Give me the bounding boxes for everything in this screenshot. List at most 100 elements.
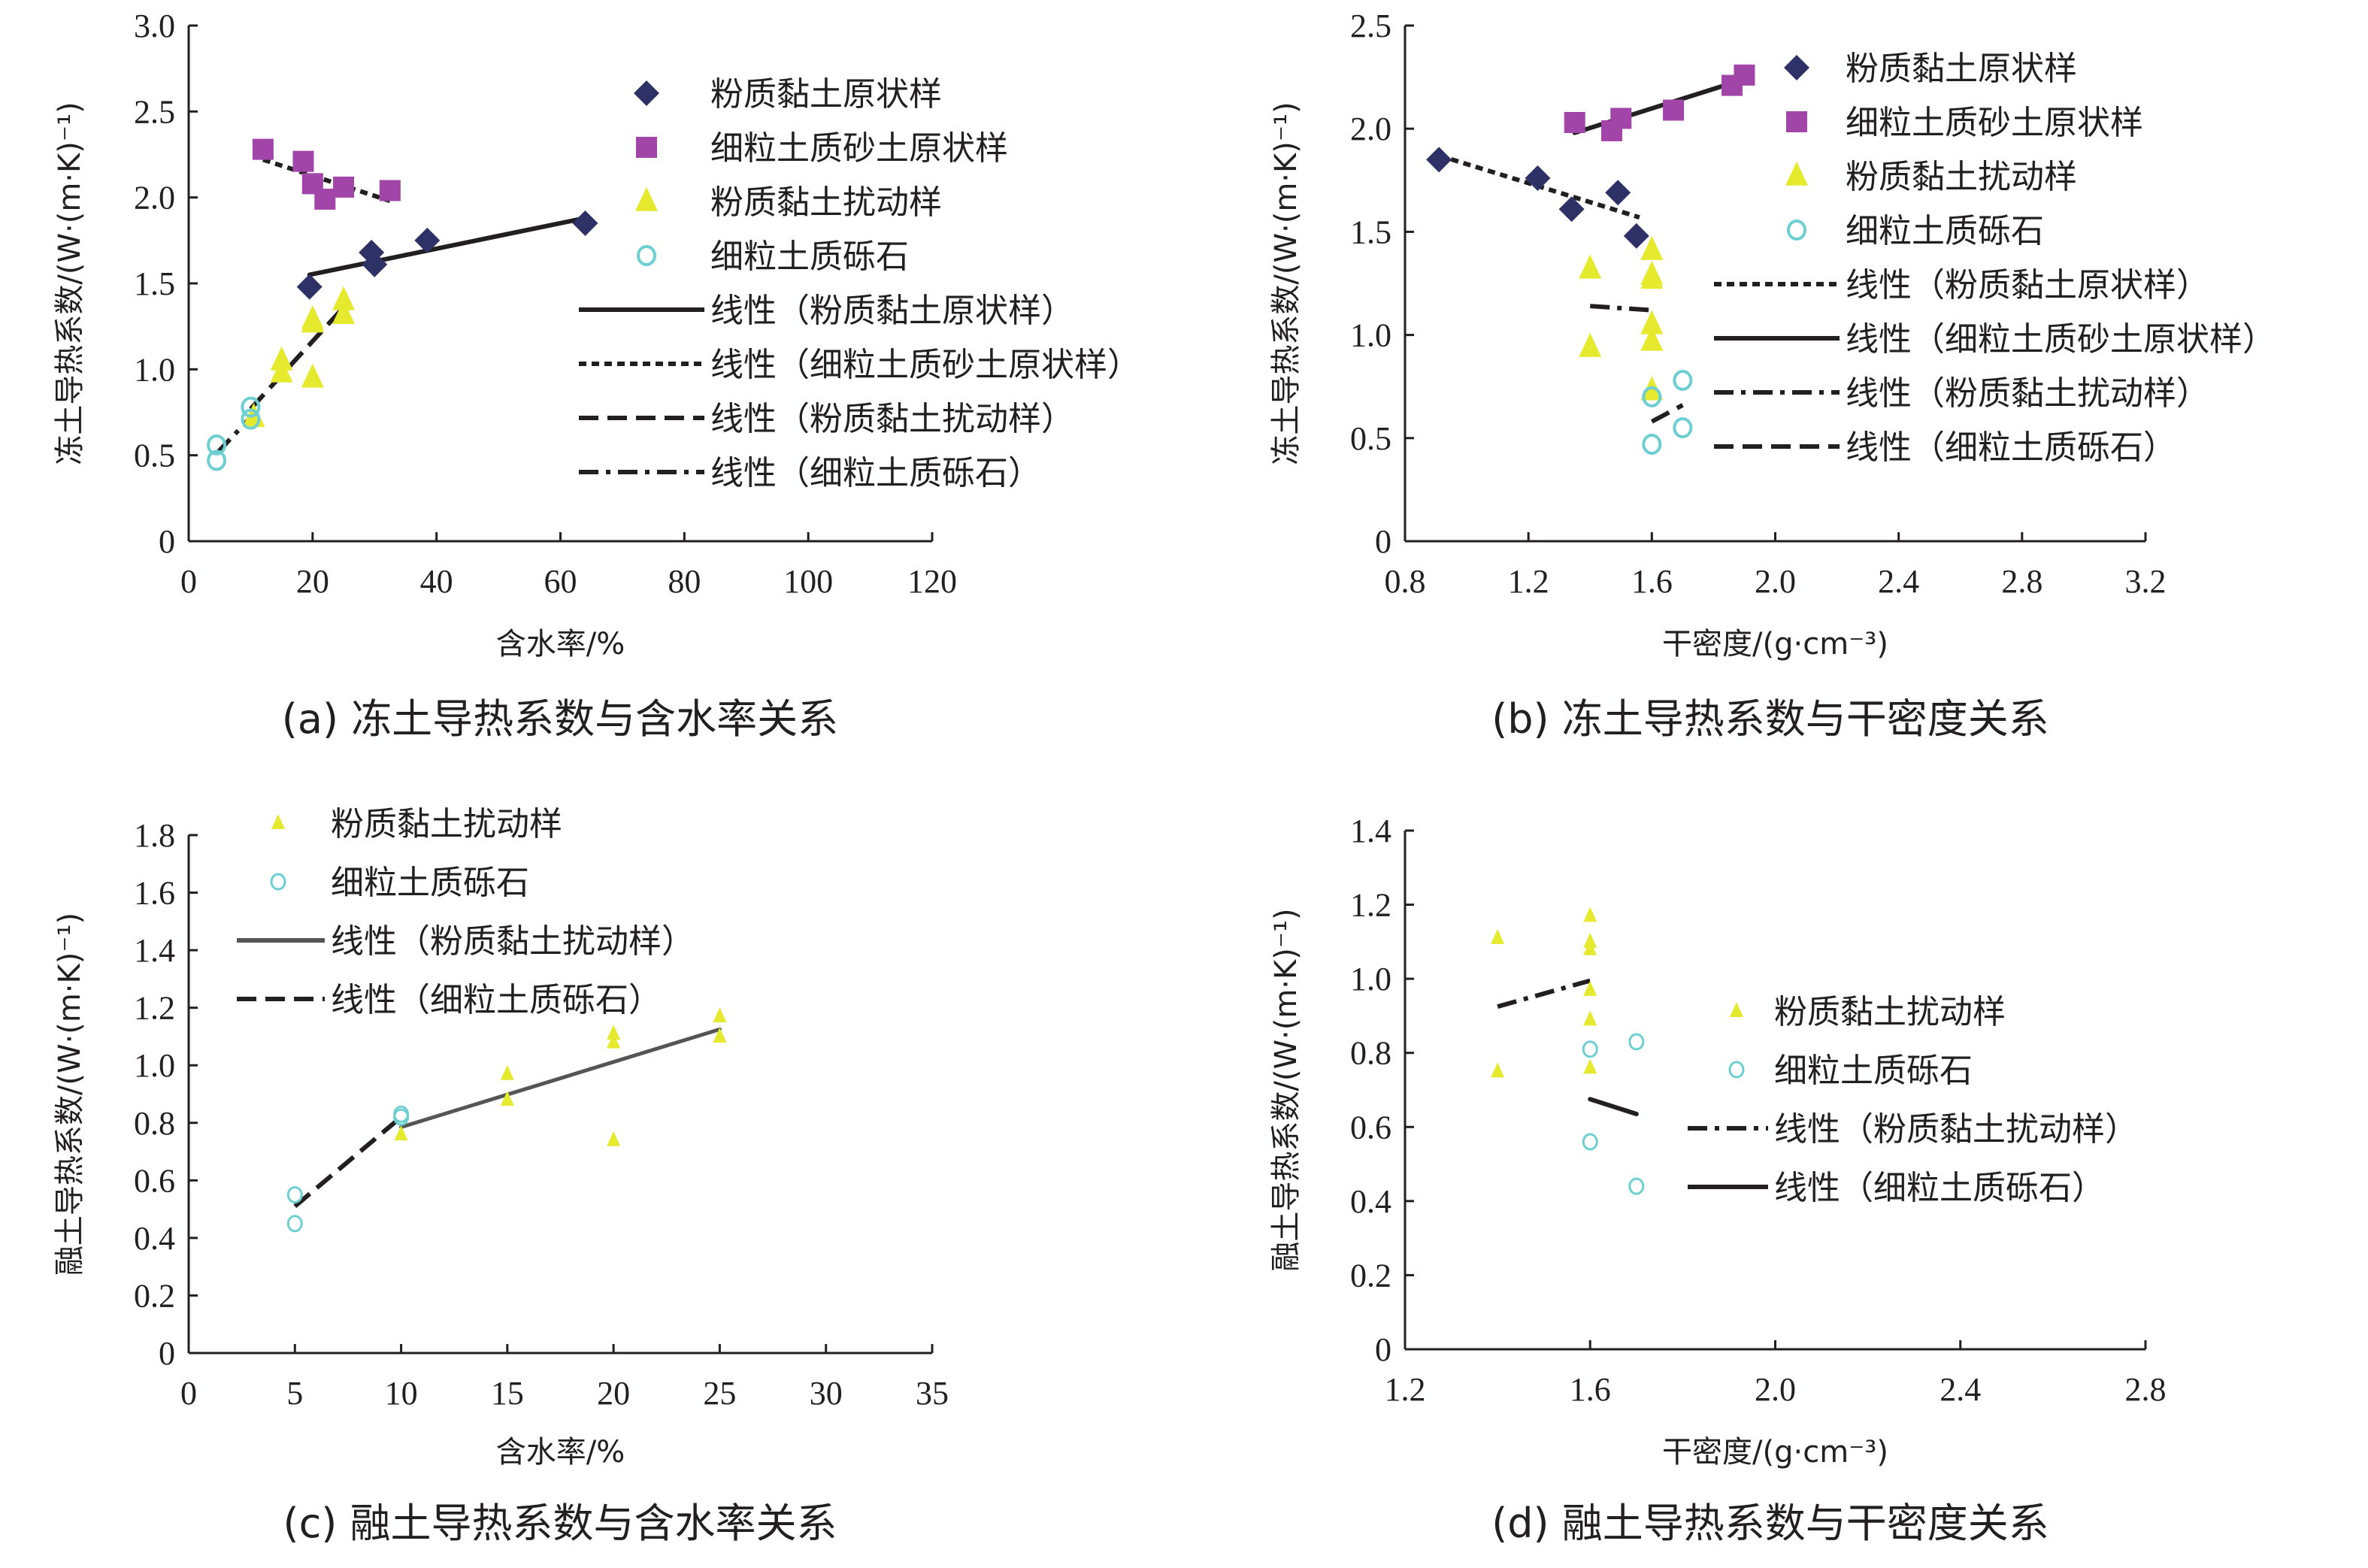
y-tick-label: 0 [1375,1331,1391,1368]
y-tick-label: 0 [159,523,175,560]
x-tick-label: 25 [703,1375,736,1412]
data-point [1583,1010,1597,1026]
series-circle [1642,369,1693,456]
y-axis-title: 冻土导热系数/(W·(m·K)⁻¹) [1269,101,1304,465]
y-tick-label: 1.8 [134,817,175,854]
series-circle [1582,1033,1645,1195]
series-circle [286,1105,410,1233]
legend-label: 细粒土质砾石 [710,238,909,276]
trendline [307,216,588,277]
legend-label: 线性（细粒土质砂土原状样） [710,346,1140,384]
data-point [1558,196,1585,222]
y-tick-label: 0.2 [134,1277,175,1314]
x-tick-label: 2.4 [1878,563,1919,600]
data-point [1640,326,1664,351]
x-tick-label: 40 [420,563,453,600]
legend-label: 线性（粉质黏土原状样） [1846,266,2209,304]
data-point [1623,222,1649,249]
data-point [1663,99,1685,121]
data-point [1491,928,1505,944]
series-triangle [242,286,356,428]
data-point [314,188,336,210]
x-tick-label: 1.6 [1570,1371,1611,1408]
x-tick-label: 1.6 [1631,563,1673,600]
legend-symbol [1786,111,1807,132]
data-point [332,299,356,324]
series-square [252,138,401,210]
x-tick-label: 0.8 [1385,563,1426,600]
y-tick-label: 0.8 [134,1105,175,1142]
data-point [241,408,261,430]
y-tick-label: 0 [1375,523,1391,560]
y-tick-label: 0 [159,1335,175,1372]
data-point [1673,417,1693,439]
legend-label: 线性（粉质黏土原状样） [710,292,1074,330]
y-axis-title: 融土导热系数/(W·(m·K)⁻¹) [1269,908,1304,1271]
data-point [1610,107,1632,129]
legend-label: 粉质黏土原状样 [710,75,942,114]
legend-label: 粉质黏土扰动样 [710,183,942,222]
legend-symbol [634,80,659,106]
y-tick-label: 1.0 [1350,317,1391,354]
x-tick-label: 2.8 [2001,563,2042,600]
y-tick-label: 1.5 [134,265,175,302]
legend-label: 细粒土质砂土原状样 [710,129,1008,168]
data-point [270,346,293,371]
data-point [1640,310,1664,334]
trendline [1650,403,1684,424]
y-tick-label: 1.0 [134,1047,175,1084]
trendline [1588,1097,1639,1117]
panel-caption: (d) 融土导热系数与干密度关系 [1491,1500,2049,1547]
trendline [262,157,391,204]
y-tick-label: 0.5 [134,437,175,474]
legend-label: 粉质黏土扰动样 [1774,993,2006,1031]
x-tick-label: 2.0 [1755,563,1796,600]
x-tick-label: 60 [544,563,577,600]
data-point [1583,940,1597,955]
x-tick-label: 35 [916,1375,949,1412]
data-point [333,176,355,198]
legend-label: 线性（粉质黏土扰动样） [710,400,1074,438]
chart-a: 0 0.5 1.0 1.5 2.0 2.5 3.0 0 20 40 60 80 100 120 含水率/% 冻… [53,8,1140,743]
chart-d: 0 0.2 0.4 0.6 0.8 1.0 1.2 1.4 1.2 1.6 2.0 2.4 2.8 干密度… [1269,813,2167,1547]
y-tick-label: 2.5 [134,93,175,130]
legend-label: 线性（粉质黏土扰动样） [1774,1110,2138,1149]
legend-symbol [1730,1002,1743,1017]
data-point [572,210,598,236]
data-point [1525,165,1551,192]
y-tick-label: 1.6 [134,875,175,912]
legend-label: 线性（粉质黏土扰动样） [331,922,695,961]
trendline [399,1027,722,1130]
series-triangle [1579,235,1664,401]
series-triangle [1491,907,1597,1078]
legend-symbol [1785,161,1808,186]
legend-label: 线性（细粒土质砂土原状样） [1846,320,2276,359]
data-point [301,308,324,333]
data-point [393,1108,410,1126]
legend-label: 粉质黏土原状样 [1846,50,2077,88]
x-axis-title: 含水率/% [496,1435,625,1470]
data-point [1734,64,1755,86]
legend-label: 粉质黏土扰动样 [331,805,562,843]
x-tick-label: 0 [180,1375,197,1412]
legend-symbol [636,137,657,158]
data-point [1642,386,1662,407]
data-point [394,1125,408,1141]
y-tick-label: 0.4 [134,1220,175,1257]
y-tick-label: 1.2 [1350,887,1391,924]
legend: 粉质黏土原状样细粒土质砂土原状样粉质黏土扰动样细粒土质砾石线性（粉质黏土原状样）… [1714,50,2276,467]
x-tick-label: 120 [907,563,957,600]
data-point [1605,180,1631,206]
data-point [301,363,324,388]
y-tick-label: 0.2 [1350,1257,1391,1294]
x-axis-title: 干密度/(g·cm⁻³) [1662,627,1888,661]
y-tick-label: 1.5 [1350,213,1391,250]
data-point [1640,265,1664,289]
data-point [252,138,274,160]
data-point [1583,907,1597,922]
legend-label: 细粒土质砾石 [1774,1052,1973,1090]
legend-label: 线性（细粒土质砾石） [1846,428,2176,467]
y-tick-label: 0.4 [1350,1183,1391,1220]
data-point [713,1007,727,1023]
trendline [293,1115,403,1209]
